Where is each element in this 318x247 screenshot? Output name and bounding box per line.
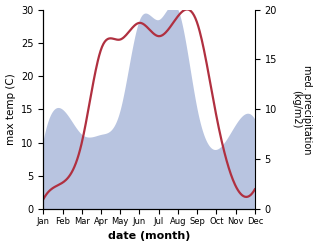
X-axis label: date (month): date (month)	[108, 231, 190, 242]
Y-axis label: med. precipitation
(kg/m2): med. precipitation (kg/m2)	[291, 65, 313, 154]
Y-axis label: max temp (C): max temp (C)	[5, 74, 16, 145]
